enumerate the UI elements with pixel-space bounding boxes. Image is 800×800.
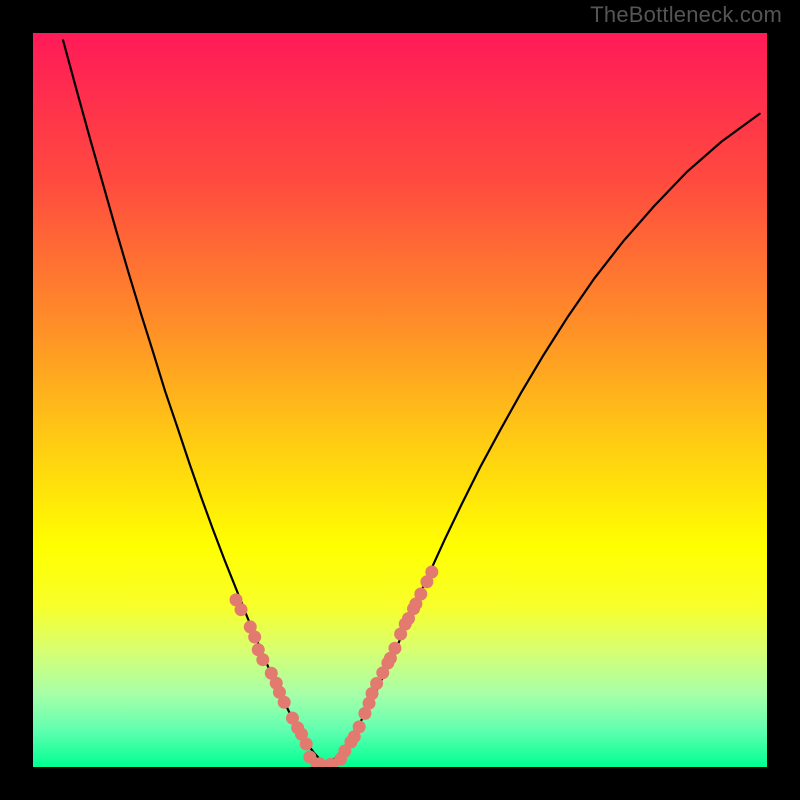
watermark-text: TheBottleneck.com bbox=[590, 2, 782, 28]
marker-dot bbox=[425, 565, 438, 578]
marker-dot bbox=[248, 630, 261, 643]
marker-dot bbox=[353, 720, 366, 733]
marker-dot bbox=[300, 738, 313, 751]
marker-dot bbox=[278, 696, 291, 709]
marker-dot bbox=[414, 587, 427, 600]
plot-svg bbox=[33, 33, 767, 767]
bottleneck-curve bbox=[63, 40, 760, 764]
plot-frame bbox=[33, 33, 767, 767]
marker-dot bbox=[256, 653, 269, 666]
marker-dot bbox=[388, 642, 401, 655]
marker-group bbox=[230, 565, 439, 767]
marker-dot bbox=[235, 603, 248, 616]
